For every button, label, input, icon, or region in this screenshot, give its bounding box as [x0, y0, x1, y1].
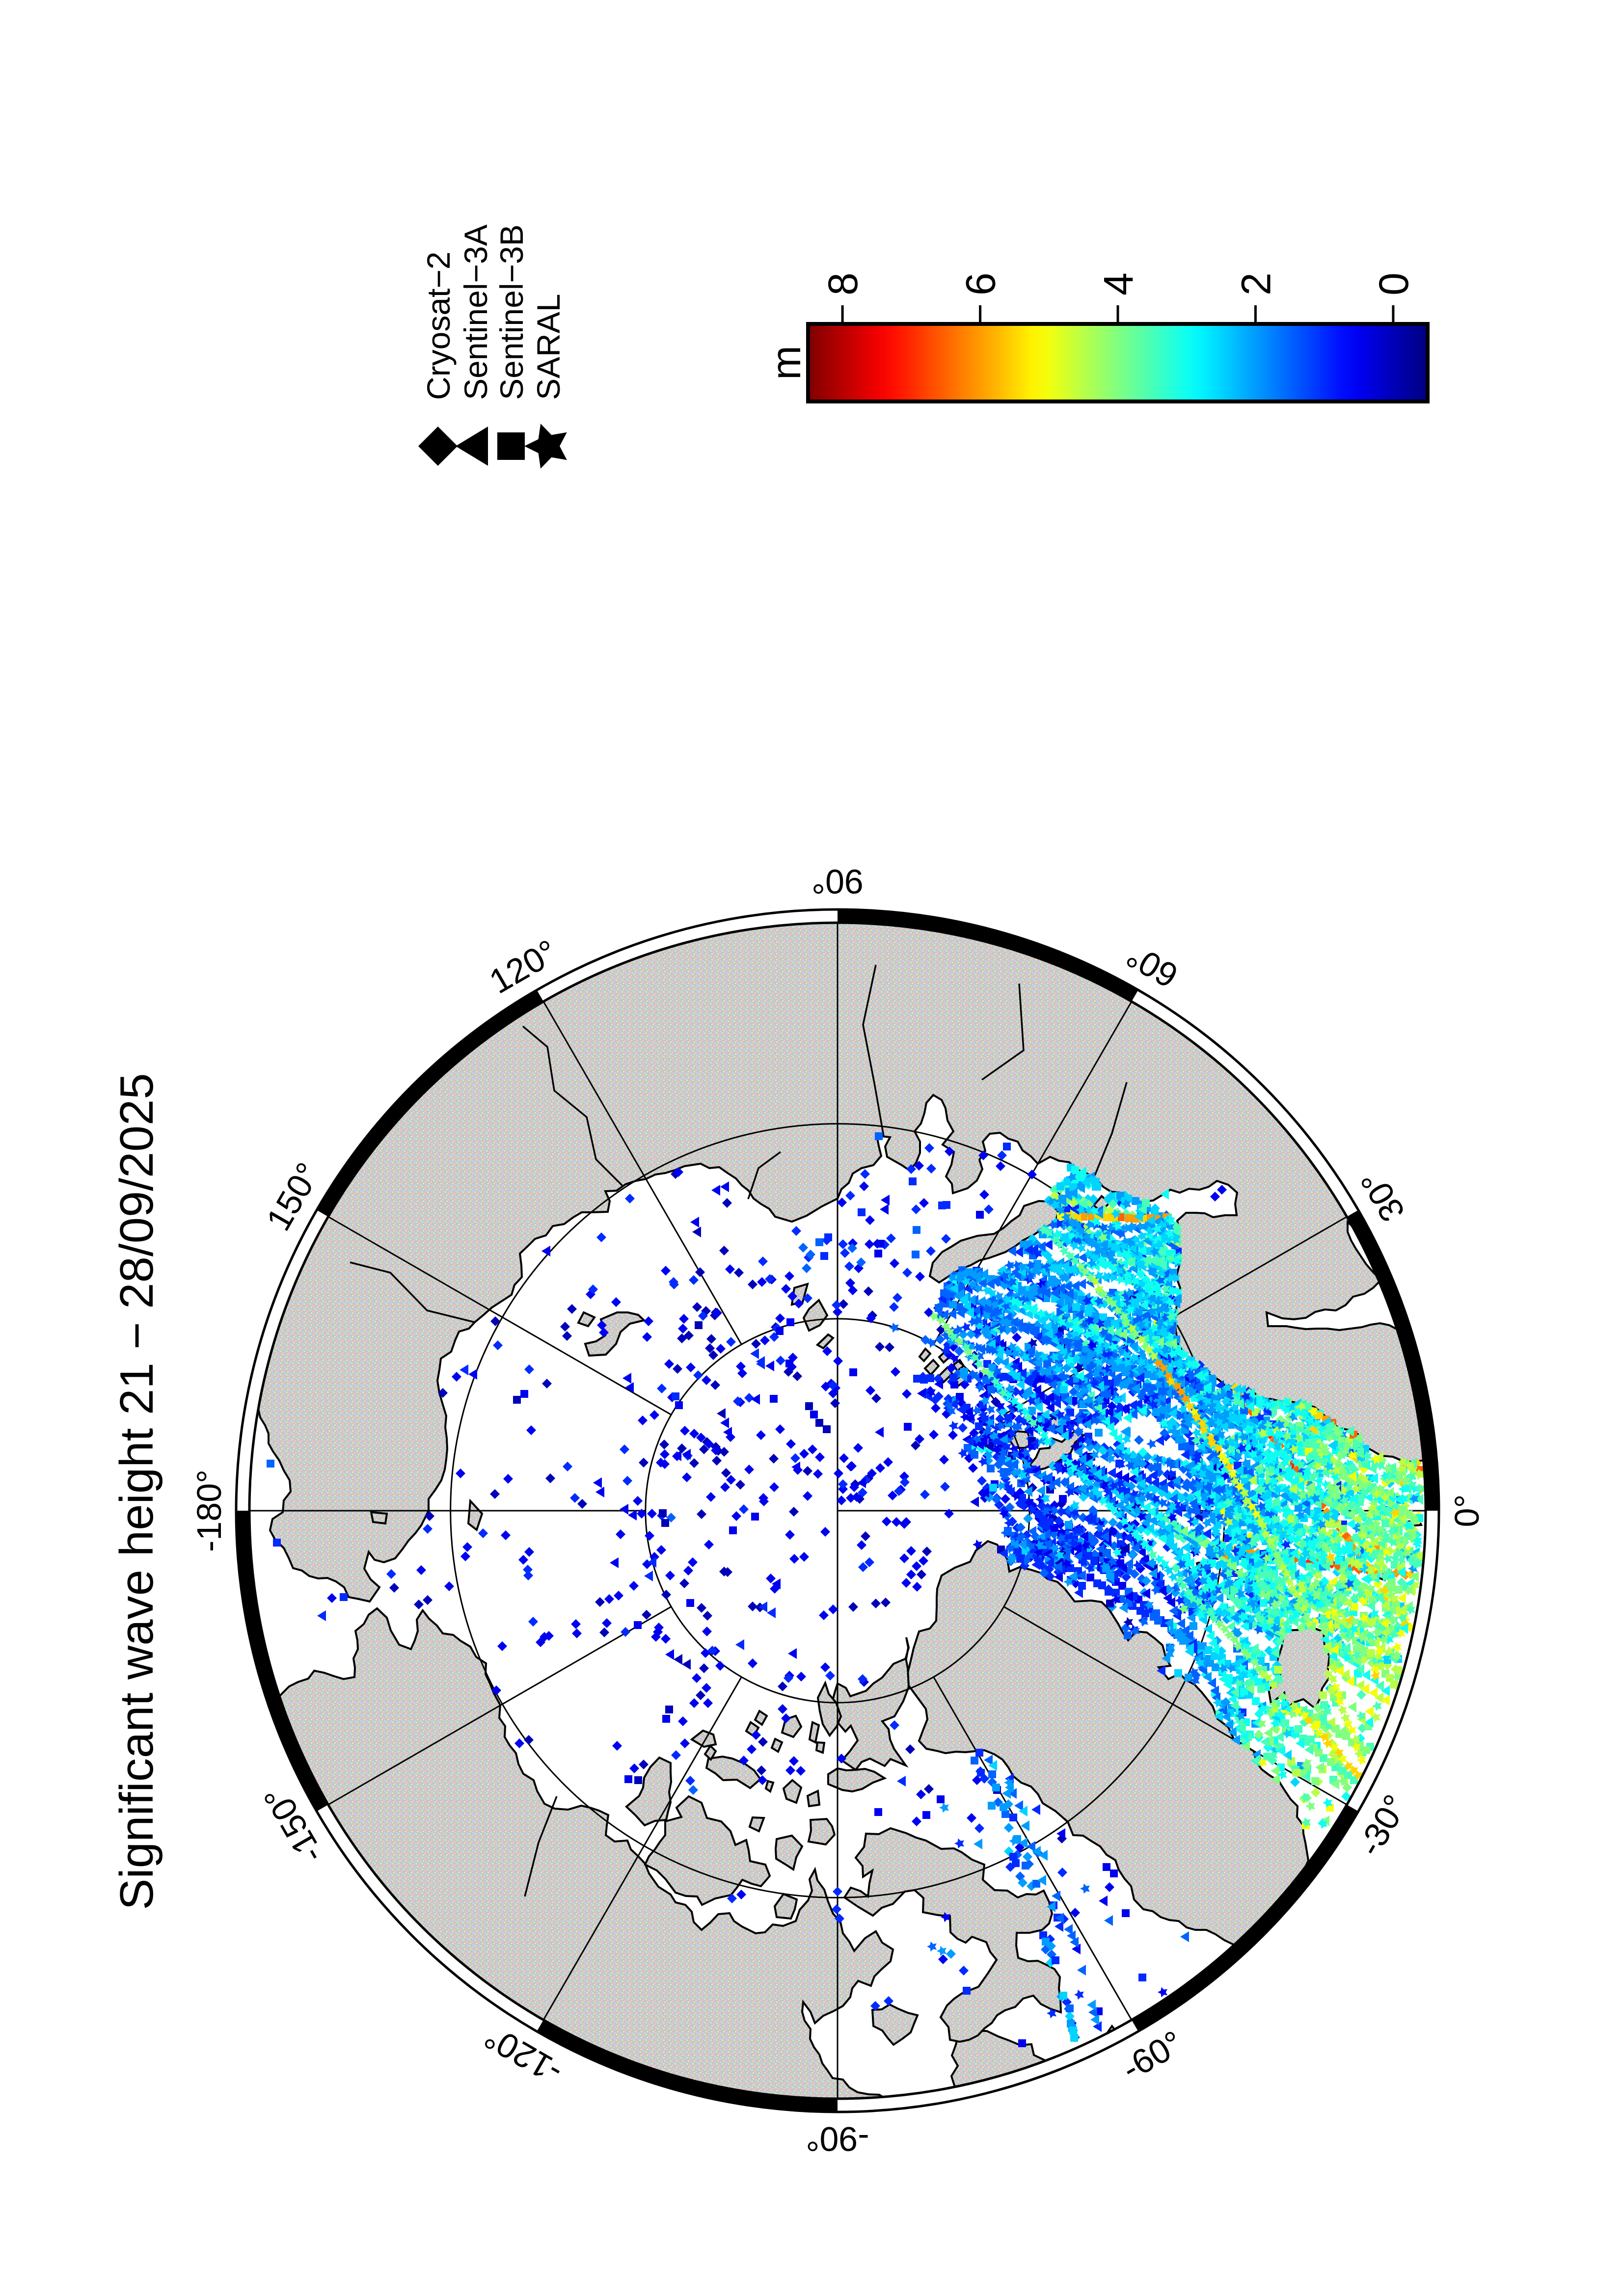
svg-text:-180°: -180° [190, 1469, 228, 1552]
svg-text:-90°: -90° [806, 2120, 869, 2158]
svg-text:4: 4 [1095, 272, 1141, 295]
svg-text:Sentinel−3A: Sentinel−3A [458, 224, 494, 400]
svg-text:Sentinel−3B: Sentinel−3B [493, 224, 530, 400]
svg-text:0: 0 [1371, 272, 1417, 295]
svg-text:m: m [763, 346, 809, 380]
svg-text:2: 2 [1233, 272, 1279, 295]
svg-text:Cryosat−2: Cryosat−2 [420, 251, 457, 400]
svg-text:8: 8 [820, 272, 866, 295]
svg-text:Significant wave height 21 − 2: Significant wave height 21 − 28/09/2025 [110, 1073, 163, 1910]
svg-text:90°: 90° [812, 862, 864, 901]
svg-text:6: 6 [958, 272, 1004, 295]
svg-text:SARAL: SARAL [530, 294, 567, 400]
svg-text:0°: 0° [1448, 1495, 1486, 1527]
